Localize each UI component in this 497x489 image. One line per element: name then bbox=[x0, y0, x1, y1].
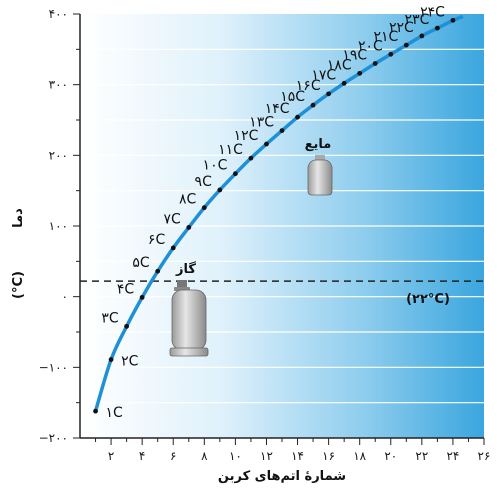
data-point bbox=[217, 187, 223, 193]
x-tick-label: ۱۶ bbox=[322, 449, 335, 463]
x-tick-label: ۲۶ bbox=[478, 449, 491, 463]
x-tick-label: ۴ bbox=[139, 449, 145, 463]
data-point bbox=[155, 268, 161, 274]
point-label: ۱۶C bbox=[296, 78, 321, 94]
x-tick-label: ۱۰ bbox=[229, 449, 242, 463]
x-tick-labels: ۲ ۴ ۶ ۸ ۱۰ ۱۲ ۱۴ ۱۶ ۱۸ ۲۰ ۲۲ ۲۴ ۲۶ bbox=[108, 449, 491, 463]
point-label: ۱۱C bbox=[218, 142, 243, 158]
y-tick-label: ۰ bbox=[62, 290, 68, 304]
point-label: ۸C bbox=[179, 192, 197, 208]
x-tick-label: ۲ bbox=[108, 449, 114, 463]
data-point bbox=[93, 408, 98, 414]
x-tick-label: ۲۴ bbox=[446, 449, 459, 463]
data-point bbox=[124, 323, 130, 329]
data-point bbox=[295, 114, 300, 120]
point-label: ۵C bbox=[132, 255, 150, 271]
point-label: ۲۴C bbox=[420, 4, 445, 20]
point-label: ۱C bbox=[106, 405, 124, 421]
point-label: ۲۲C bbox=[389, 20, 414, 36]
y-axis-title: دما bbox=[11, 208, 26, 228]
y-tick-label: −۱۰۰ bbox=[39, 360, 68, 374]
data-point bbox=[279, 128, 285, 134]
point-label: ۱۹C bbox=[342, 47, 367, 63]
reference-line-label: (۲۲°C) bbox=[406, 292, 450, 307]
data-point bbox=[248, 155, 254, 161]
point-label: ۴C bbox=[117, 281, 135, 297]
point-label: ۱۷C bbox=[311, 67, 336, 83]
y-tick-label: ۴۰۰ bbox=[49, 7, 68, 21]
point-label: ۲۳C bbox=[405, 12, 430, 28]
point-label: ۹C bbox=[195, 174, 213, 190]
point-label: ۱۴C bbox=[265, 101, 290, 117]
y-tick-label: ۱۰۰ bbox=[49, 219, 68, 233]
x-tick-label: ۶ bbox=[170, 449, 176, 463]
liquid-label: مایع bbox=[305, 137, 332, 152]
point-label: ۲۱C bbox=[373, 29, 398, 45]
gas-cylinder-icon bbox=[169, 280, 209, 357]
data-point bbox=[232, 171, 238, 177]
point-label: ۱۰C bbox=[203, 158, 228, 174]
data-point bbox=[326, 91, 332, 97]
y-tick-label: ۳۰۰ bbox=[49, 78, 68, 92]
liquid-jug-icon bbox=[307, 155, 333, 196]
data-point bbox=[341, 80, 347, 86]
data-point bbox=[264, 141, 269, 147]
y-tick-label: ۲۰۰ bbox=[49, 148, 68, 162]
y-tick-label: −۲۰۰ bbox=[39, 431, 68, 445]
data-point bbox=[139, 294, 145, 300]
data-point bbox=[357, 70, 363, 76]
gas-label: گاز bbox=[175, 261, 196, 277]
x-tick-label: ۱۴ bbox=[291, 449, 304, 463]
point-label: ۱۳C bbox=[249, 115, 274, 131]
data-point bbox=[403, 42, 409, 48]
data-point bbox=[419, 33, 425, 39]
data-point bbox=[388, 51, 394, 57]
data-point bbox=[186, 225, 192, 230]
x-tick-label: ۲۰ bbox=[384, 449, 397, 463]
point-label: ۲C bbox=[121, 354, 139, 370]
x-tick-label: ۱۸ bbox=[353, 449, 366, 463]
x-tick-label: ۸ bbox=[201, 449, 208, 463]
point-label: ۶C bbox=[148, 232, 166, 248]
point-label: ۱۵C bbox=[280, 89, 305, 105]
y-axis-unit: (°C) bbox=[11, 271, 26, 299]
point-label: ۳C bbox=[101, 310, 119, 326]
data-points bbox=[93, 17, 456, 414]
point-labels: ۱C۲C۳C۴C۵C۶C۷C۸C۹C۱۰C۱۱C۱۲C۱۳C۱۴C۱۵C۱۶C۱… bbox=[101, 4, 445, 421]
point-label: ۲۰C bbox=[358, 38, 383, 54]
data-point bbox=[372, 61, 378, 66]
point-label: ۱۸C bbox=[327, 57, 352, 73]
data-point bbox=[201, 205, 207, 211]
point-label: ۷C bbox=[163, 211, 181, 227]
x-tick-label: ۱۲ bbox=[260, 449, 273, 463]
point-label: ۱۲C bbox=[234, 128, 259, 144]
x-axis-title: شمارهٔ اتم‌های کربن bbox=[218, 469, 346, 484]
x-tick-label: ۲۲ bbox=[415, 449, 428, 463]
data-point bbox=[434, 25, 440, 31]
data-point bbox=[170, 245, 176, 251]
data-point bbox=[450, 17, 456, 23]
axes bbox=[73, 13, 485, 445]
y-tick-labels: −۲۰۰ −۱۰۰ ۰ ۱۰۰ ۲۰۰ ۳۰۰ ۴۰۰ bbox=[39, 7, 68, 445]
grid-lines bbox=[80, 48, 484, 404]
data-point bbox=[310, 102, 316, 108]
data-point bbox=[108, 357, 114, 362]
